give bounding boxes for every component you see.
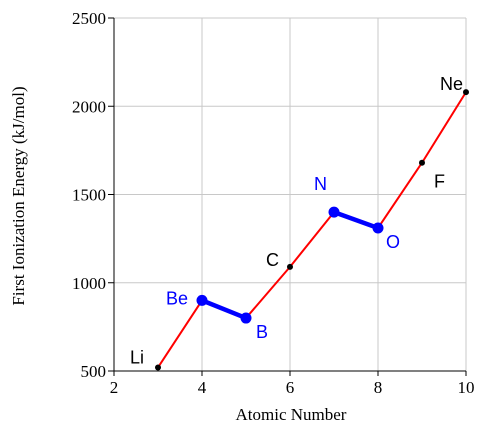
segment-o-f [377, 161, 423, 230]
y-axis-title: First Ionization Energy (kJ/mol) [9, 86, 28, 305]
segment-c-n [289, 211, 335, 268]
tick-labels: 2 4 6 8 10 500 1000 1500 2000 2500 [72, 9, 475, 397]
segment-f-ne [421, 91, 467, 164]
point-label-n: N [314, 174, 327, 194]
x-tick-label-10: 10 [458, 378, 475, 397]
grid-lines [114, 17, 467, 371]
point-label-o: O [386, 232, 400, 252]
x-axis-title: Atomic Number [236, 405, 347, 424]
point-li [155, 364, 161, 371]
point-label-ne: Ne [440, 74, 463, 94]
point-c [287, 263, 293, 270]
point-f [419, 159, 425, 166]
point-label-c: C [266, 250, 279, 270]
segment-li-be [157, 299, 203, 369]
data-segments [157, 91, 467, 369]
y-tick-label-1500: 1500 [72, 186, 106, 205]
point-o [372, 222, 384, 234]
axes [108, 17, 467, 376]
point-label-li: Li [130, 347, 144, 367]
x-tick-label-4: 4 [198, 378, 207, 397]
y-tick-label-500: 500 [81, 362, 107, 381]
segment-n-o [331, 209, 381, 231]
segment-b-c [245, 265, 291, 320]
x-tick-label-6: 6 [286, 378, 295, 397]
segment-be-b [199, 298, 249, 321]
point-labels: Li Be B C N O F Ne [130, 74, 463, 367]
data-points [155, 89, 469, 371]
point-ne [463, 89, 469, 96]
point-label-b: B [256, 322, 268, 342]
point-label-f: F [434, 172, 445, 192]
y-tick-label-1000: 1000 [72, 274, 106, 293]
x-tick-label-2: 2 [110, 378, 119, 397]
y-tick-label-2000: 2000 [72, 97, 106, 116]
point-be [196, 294, 208, 306]
x-tick-label-8: 8 [374, 378, 383, 397]
point-b [240, 312, 252, 324]
y-tick-label-2500: 2500 [72, 9, 106, 28]
point-label-be: Be [166, 288, 188, 308]
point-n [328, 206, 340, 218]
